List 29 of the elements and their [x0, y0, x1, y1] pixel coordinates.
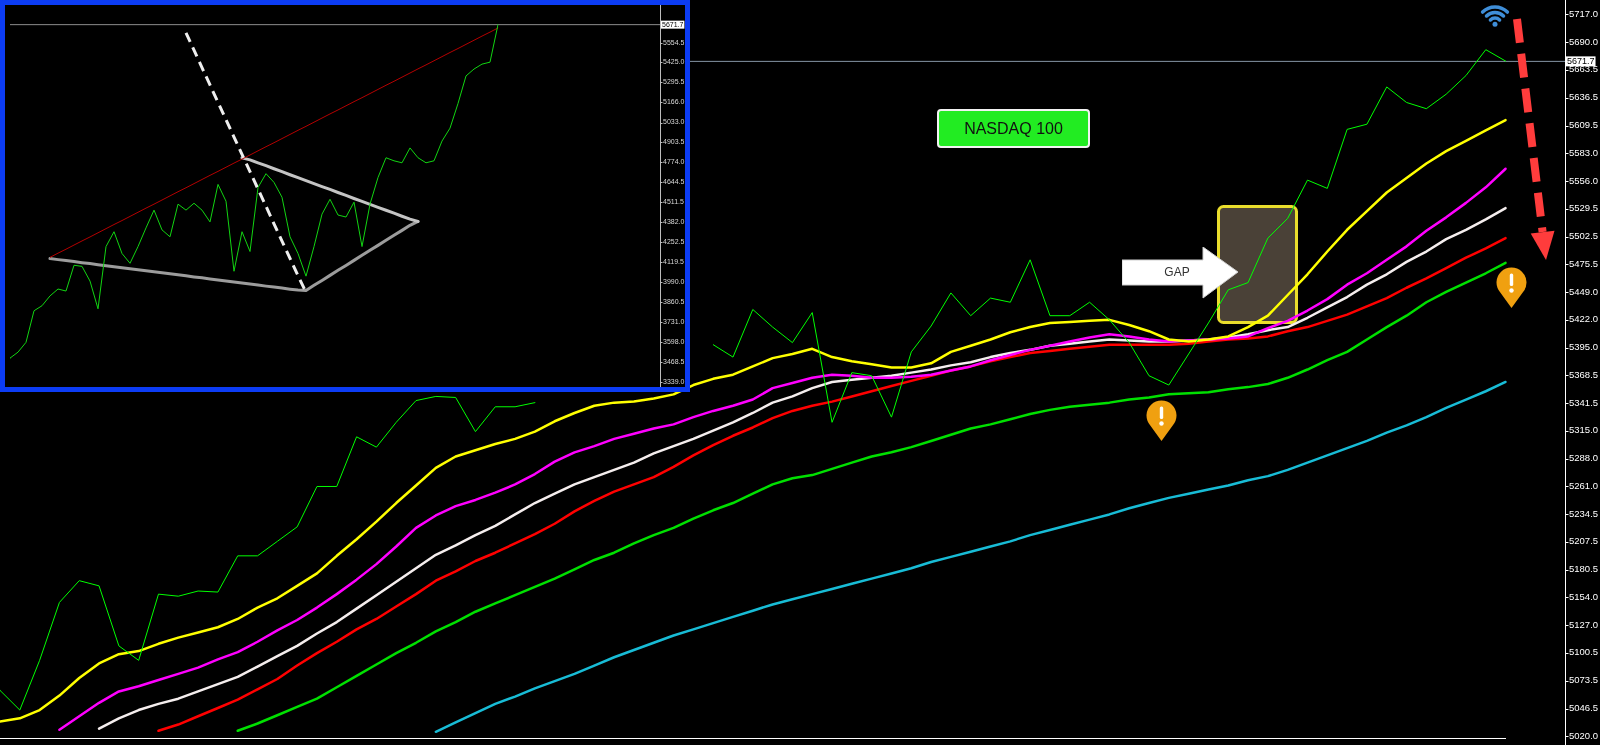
y-tick-label: 5529.5 [1569, 202, 1599, 214]
y-tick-label: 5395.0 [1569, 341, 1599, 353]
y-tick-label: 5261.0 [1569, 480, 1599, 492]
y-tick-label: 5636.5 [1569, 91, 1599, 103]
y-tick-label: 5341.5 [1569, 396, 1599, 408]
y-tick-label: 5690.0 [1569, 36, 1599, 48]
y-tick-label: 5046.5 [1569, 702, 1599, 714]
y-tick-label: 5609.5 [1569, 119, 1599, 131]
y-tick-label: 5449.0 [1569, 285, 1599, 297]
text: NASDAQ 100 [964, 119, 1063, 138]
y-tick-label: 5207.5 [1569, 535, 1599, 547]
y-tick-label: 5073.5 [1569, 674, 1599, 686]
y-tick-label: 5315.0 [1569, 424, 1599, 436]
y-tick-label: 5422.0 [1569, 313, 1599, 325]
annotation: GAP [1163, 264, 1191, 281]
y-tick-label: 5368.5 [1569, 368, 1599, 380]
y-tick-label: 5717.0 [1569, 8, 1599, 20]
y-tick-label: 5180.5 [1569, 563, 1599, 575]
y-tick-label: 5020.0 [1569, 729, 1599, 741]
y-tick-label: 5234.5 [1569, 507, 1599, 519]
y-tick-label: 5127.0 [1569, 618, 1599, 630]
y-tick-label: 5475.5 [1569, 258, 1599, 270]
y-tick-label: 5583.0 [1569, 146, 1599, 158]
y-tick-label: 5502.5 [1569, 230, 1599, 242]
y-tick-label: 5100.5 [1569, 646, 1599, 658]
y-tick-label: 5556.0 [1569, 174, 1599, 186]
y-tick-label: 5288.0 [1569, 452, 1599, 464]
ref-line-label: 5671.7 [1567, 56, 1595, 67]
y-tick-label: 5154.0 [1569, 590, 1599, 602]
